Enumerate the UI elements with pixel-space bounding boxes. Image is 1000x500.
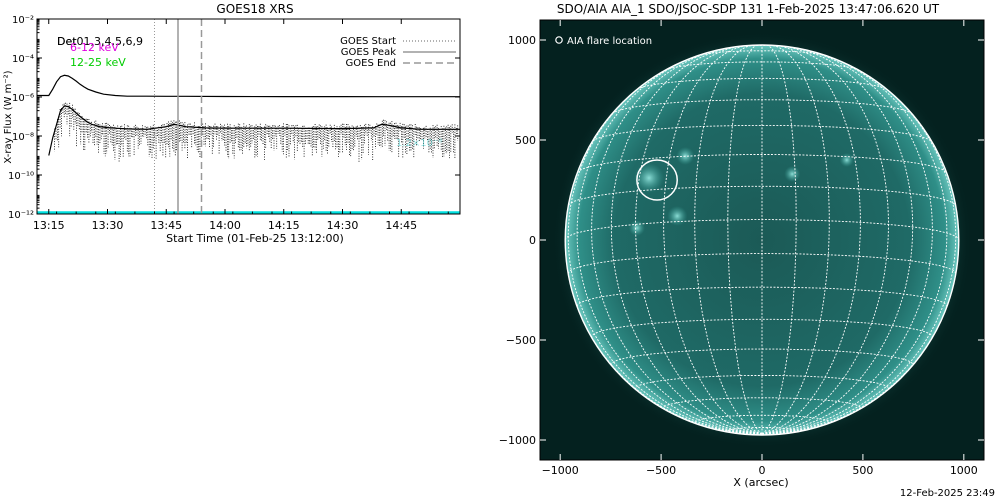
grid-line <box>761 47 914 435</box>
active-region-glow <box>633 163 665 193</box>
grid-line <box>663 45 763 435</box>
flare-location-marker <box>636 159 678 201</box>
goes-faint-label: 1.2×10⁻⁸ <box>396 138 442 149</box>
goes-legend-entry: GOES Start <box>340 36 396 47</box>
goes-y-tick-label: 10⁻⁴ <box>12 54 34 65</box>
goes-x-tick-label: 14:00 <box>209 219 241 232</box>
goes-x-tick-label: 13:45 <box>150 219 182 232</box>
aia-x-tick-label: −500 <box>646 464 676 477</box>
aia-x-tick-label: −1000 <box>542 464 579 477</box>
active-region-glow <box>667 206 688 226</box>
grid-line <box>576 52 763 435</box>
grid-line <box>665 61 859 71</box>
goes-series-line <box>37 74 460 98</box>
goes-y-tick-label: 10⁻⁶ <box>12 93 34 104</box>
active-region-glow <box>839 153 854 167</box>
goes-chart-title: GOES18 XRS <box>216 2 293 16</box>
aia-x-axis: −1000 −500 0 500 1000 <box>542 20 978 477</box>
heliographic-grid <box>564 44 960 436</box>
aia-y-tick-label: −1000 <box>499 434 536 447</box>
grid-line <box>568 185 956 206</box>
active-region-glow <box>628 220 645 236</box>
goes-y-tick-label: 10⁻¹² <box>8 210 34 221</box>
aia-x-tick-label: 1000 <box>950 464 978 477</box>
goes-legend-entry: 6-12 keV <box>70 41 119 54</box>
aia-y-tick-label: −500 <box>506 334 536 347</box>
goes-x-tick-label: 14:45 <box>385 219 417 232</box>
grid-line <box>610 47 763 435</box>
goes-y-axis-label: X-ray Flux (W m⁻²) <box>3 70 14 163</box>
grid-line <box>761 52 948 435</box>
grid-line <box>635 375 889 391</box>
goes-legend-entry: 12-25 keV <box>70 56 126 69</box>
goes-y-tick-label: 10⁻¹⁰ <box>8 171 34 182</box>
goes-x-tick-label: 14:15 <box>268 219 300 232</box>
grid-line <box>576 154 948 173</box>
grid-line <box>727 44 763 435</box>
aia-legend-label: AIA flare location <box>567 36 652 47</box>
grid-line <box>592 124 932 142</box>
goes-legend-entry: Det <box>57 35 77 48</box>
limb-outline <box>564 44 960 436</box>
aia-y-tick-label: 0 <box>529 234 536 247</box>
goes-y-tick-label: 10⁻² <box>12 15 34 26</box>
aia-x-axis-label: X (arcsec) <box>733 476 788 489</box>
grid-line <box>761 45 889 435</box>
grid-line <box>636 77 888 90</box>
goes-y-tick-label: 10⁻⁸ <box>12 132 34 143</box>
grid-line <box>761 44 797 435</box>
goes-legend-entry: GOES End <box>346 58 396 69</box>
legend-circle-icon <box>555 36 563 44</box>
aia-y-axis: −1000 −500 0 500 1000 <box>499 34 984 447</box>
grid-line <box>761 47 933 435</box>
goes-noise-dropouts <box>54 102 459 162</box>
grid-line <box>567 75 763 435</box>
aia-x-tick-label: 500 <box>852 464 873 477</box>
goes-x-axis: 13:15 13:30 13:45 14:00 14:15 14:30 14:45 <box>33 19 449 232</box>
aia-image-title: SDO/AIA AIA_1 SDO/JSOC-SDP 131 1-Feb-202… <box>557 2 940 16</box>
goes-x-tick-label: 14:30 <box>327 219 359 232</box>
footer-timestamp: 12-Feb-2025 23:49 <box>900 488 995 499</box>
active-region-glow <box>784 166 801 182</box>
grid-line <box>694 45 763 435</box>
goes-x-tick-label: 13:15 <box>33 219 65 232</box>
goes-legend-entry: GOES Peak <box>341 47 396 58</box>
aia-x-tick-label: 0 <box>759 464 766 477</box>
goes-xrs-chart: GOES18 XRS 13:15 13:30 13:45 14:00 14:15 14:3… <box>3 2 461 245</box>
grid-line <box>591 47 763 435</box>
goes-y-axis: 10⁻¹² 10⁻¹⁰ 10⁻⁸ 10⁻⁶ 10⁻⁴ 10⁻² <box>8 15 460 221</box>
goes-plot-frame <box>36 18 461 215</box>
grid-line <box>761 45 861 435</box>
goes-legend-entry: Det01,3,4,5,6,9 <box>57 35 143 48</box>
aia-y-tick-label: 1000 <box>508 34 536 47</box>
aia-image-panel: SDO/AIA AIA_1 SDO/JSOC-SDP 131 1-Feb-202… <box>499 2 985 489</box>
goes-x-axis-label: Start Time (01-Feb-25 13:12:00) <box>166 232 344 245</box>
grid-line <box>761 75 957 435</box>
grid-line <box>727 426 797 434</box>
grid-line <box>635 45 763 435</box>
grid-line <box>761 45 830 435</box>
goes-x-tick-label: 13:30 <box>92 219 124 232</box>
aia-y-tick-label: 500 <box>515 134 536 147</box>
